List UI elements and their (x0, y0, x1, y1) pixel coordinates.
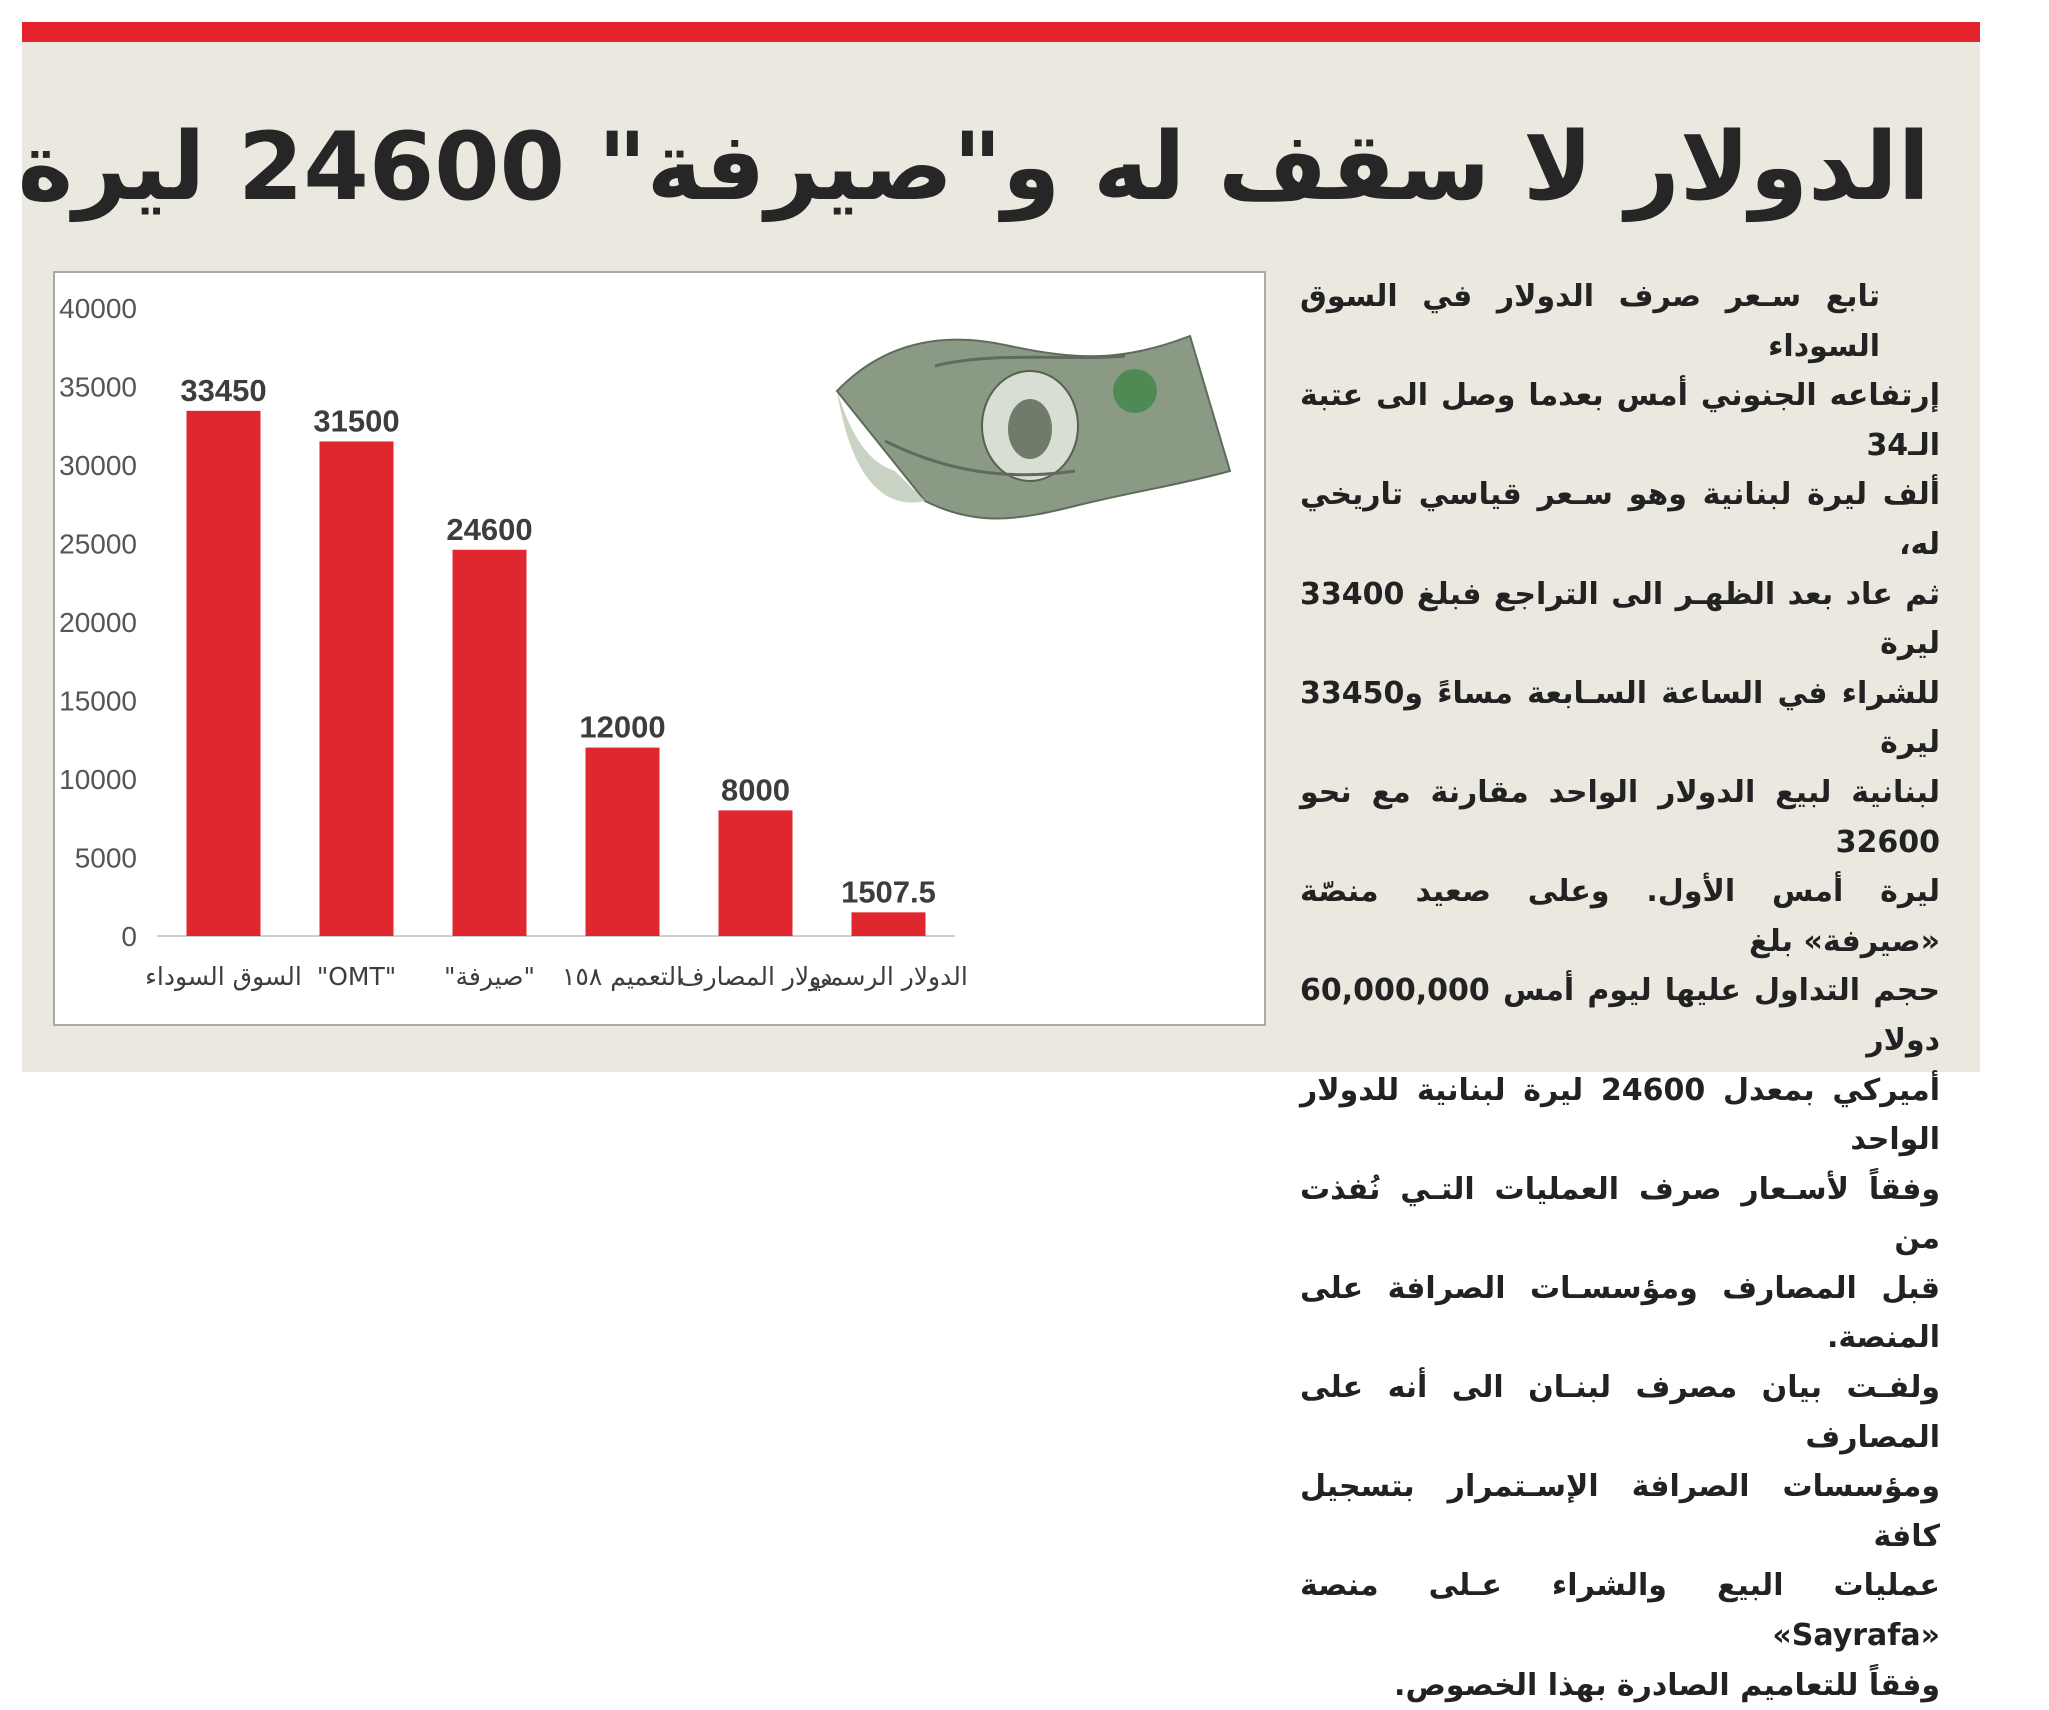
bar (585, 747, 660, 936)
article-line: ولفـت بيان مصرف لبنـان الى أنه على المصا… (1300, 1370, 1940, 1455)
article-line: وفقاً لأسـعار صرف العمليات التـي نُفذت م… (1300, 1171, 1940, 1257)
bar (452, 549, 527, 936)
data-label: 8000 (721, 772, 790, 807)
chart-canvas: 0 5000 10000 15000 20000 25000 30000 35000 40000… (59, 293, 1232, 992)
data-label: 31500 (313, 403, 399, 438)
data-label: 33450 (180, 373, 266, 408)
data-label: 1507.5 (841, 874, 936, 909)
bar-chart: 0 5000 10000 15000 20000 25000 30000 35000 40000… (53, 271, 1266, 1026)
article-line: أميركي بمعدل 24600 ليرة لبنانية للدولار … (1300, 1072, 1941, 1158)
y-axis: 0 5000 10000 15000 20000 25000 30000 35000 40000 (59, 293, 137, 952)
bar (319, 441, 394, 936)
y-tick-label: 20000 (59, 607, 137, 638)
article-line: لبنانية لبيع الدولار الواحد مقارنة مع نح… (1300, 774, 1940, 860)
dollar-bill-icon (835, 334, 1232, 520)
bar (851, 912, 926, 936)
article-line: وفقاً للتعاميم الصادرة بهذا الخصوص. (1394, 1667, 1940, 1703)
y-tick-label: 35000 (59, 372, 137, 403)
article-line: ليرة أمس الأول. وعلى صعيد منصّة «صيرفة» … (1300, 874, 1940, 959)
y-tick-label: 0 (121, 921, 137, 952)
data-label: 24600 (446, 512, 532, 547)
bar (186, 410, 261, 936)
article-line: قبل المصارف ومؤسسـات الصرافة على المنصة. (1300, 1270, 1940, 1356)
headline: الدولار لا سقف له و"صيرفة" 24600 ليرة (17, 113, 1930, 222)
x-tick-label: الدولار الرسمي (809, 962, 968, 992)
article-body: تابع سـعر صرف الدولار في السوق السوداء إر… (1300, 272, 1940, 1703)
data-label: 12000 (579, 710, 665, 745)
article-line: عمليات البيع والشراء عـلى منصة «Sayrafa» (1300, 1568, 1940, 1654)
article-line: ثم عاد بعد الظهـر الى التراجع فبلغ 33400… (1300, 576, 1940, 662)
y-tick-label: 25000 (59, 529, 137, 560)
article-line: ومؤسسات الصرافة الإسـتمرار بتسجيل كافة (1300, 1469, 1940, 1554)
y-tick-label: 30000 (59, 450, 137, 481)
y-tick-label: 5000 (75, 843, 137, 874)
plot-area: 33450 السوق السوداء 31500 "OMT" 24600 "صيرفة"… (145, 373, 968, 992)
article-line: للشراء في الساعة السـابعة مساءً و33450 ل… (1300, 675, 1940, 761)
article-line: تابع سـعر صرف الدولار في السوق السوداء (1300, 279, 1880, 364)
x-tick-label: السوق السوداء (145, 962, 302, 991)
y-tick-label: 10000 (59, 764, 137, 795)
accent-bar (22, 22, 1980, 42)
x-tick-label: دولار المصارف (679, 962, 833, 992)
y-tick-label: 40000 (59, 293, 137, 324)
y-tick-label: 15000 (59, 686, 137, 717)
x-tick-label: "صيرفة" (444, 962, 535, 991)
article-line: ألف ليرة لبنانية وهو سـعر قياسي تاريخي ل… (1300, 477, 1940, 562)
article-line: إرتفاعه الجنوني أمس بعدما وصل الى عتبة ا… (1300, 378, 1940, 463)
x-tick-label: التعميم ١٥٨ (562, 962, 683, 992)
bar (718, 810, 793, 936)
article-line: حجم التداول عليها ليوم أمس 60,000,000 دو… (1300, 973, 1940, 1058)
x-tick-label: "OMT" (317, 962, 397, 991)
